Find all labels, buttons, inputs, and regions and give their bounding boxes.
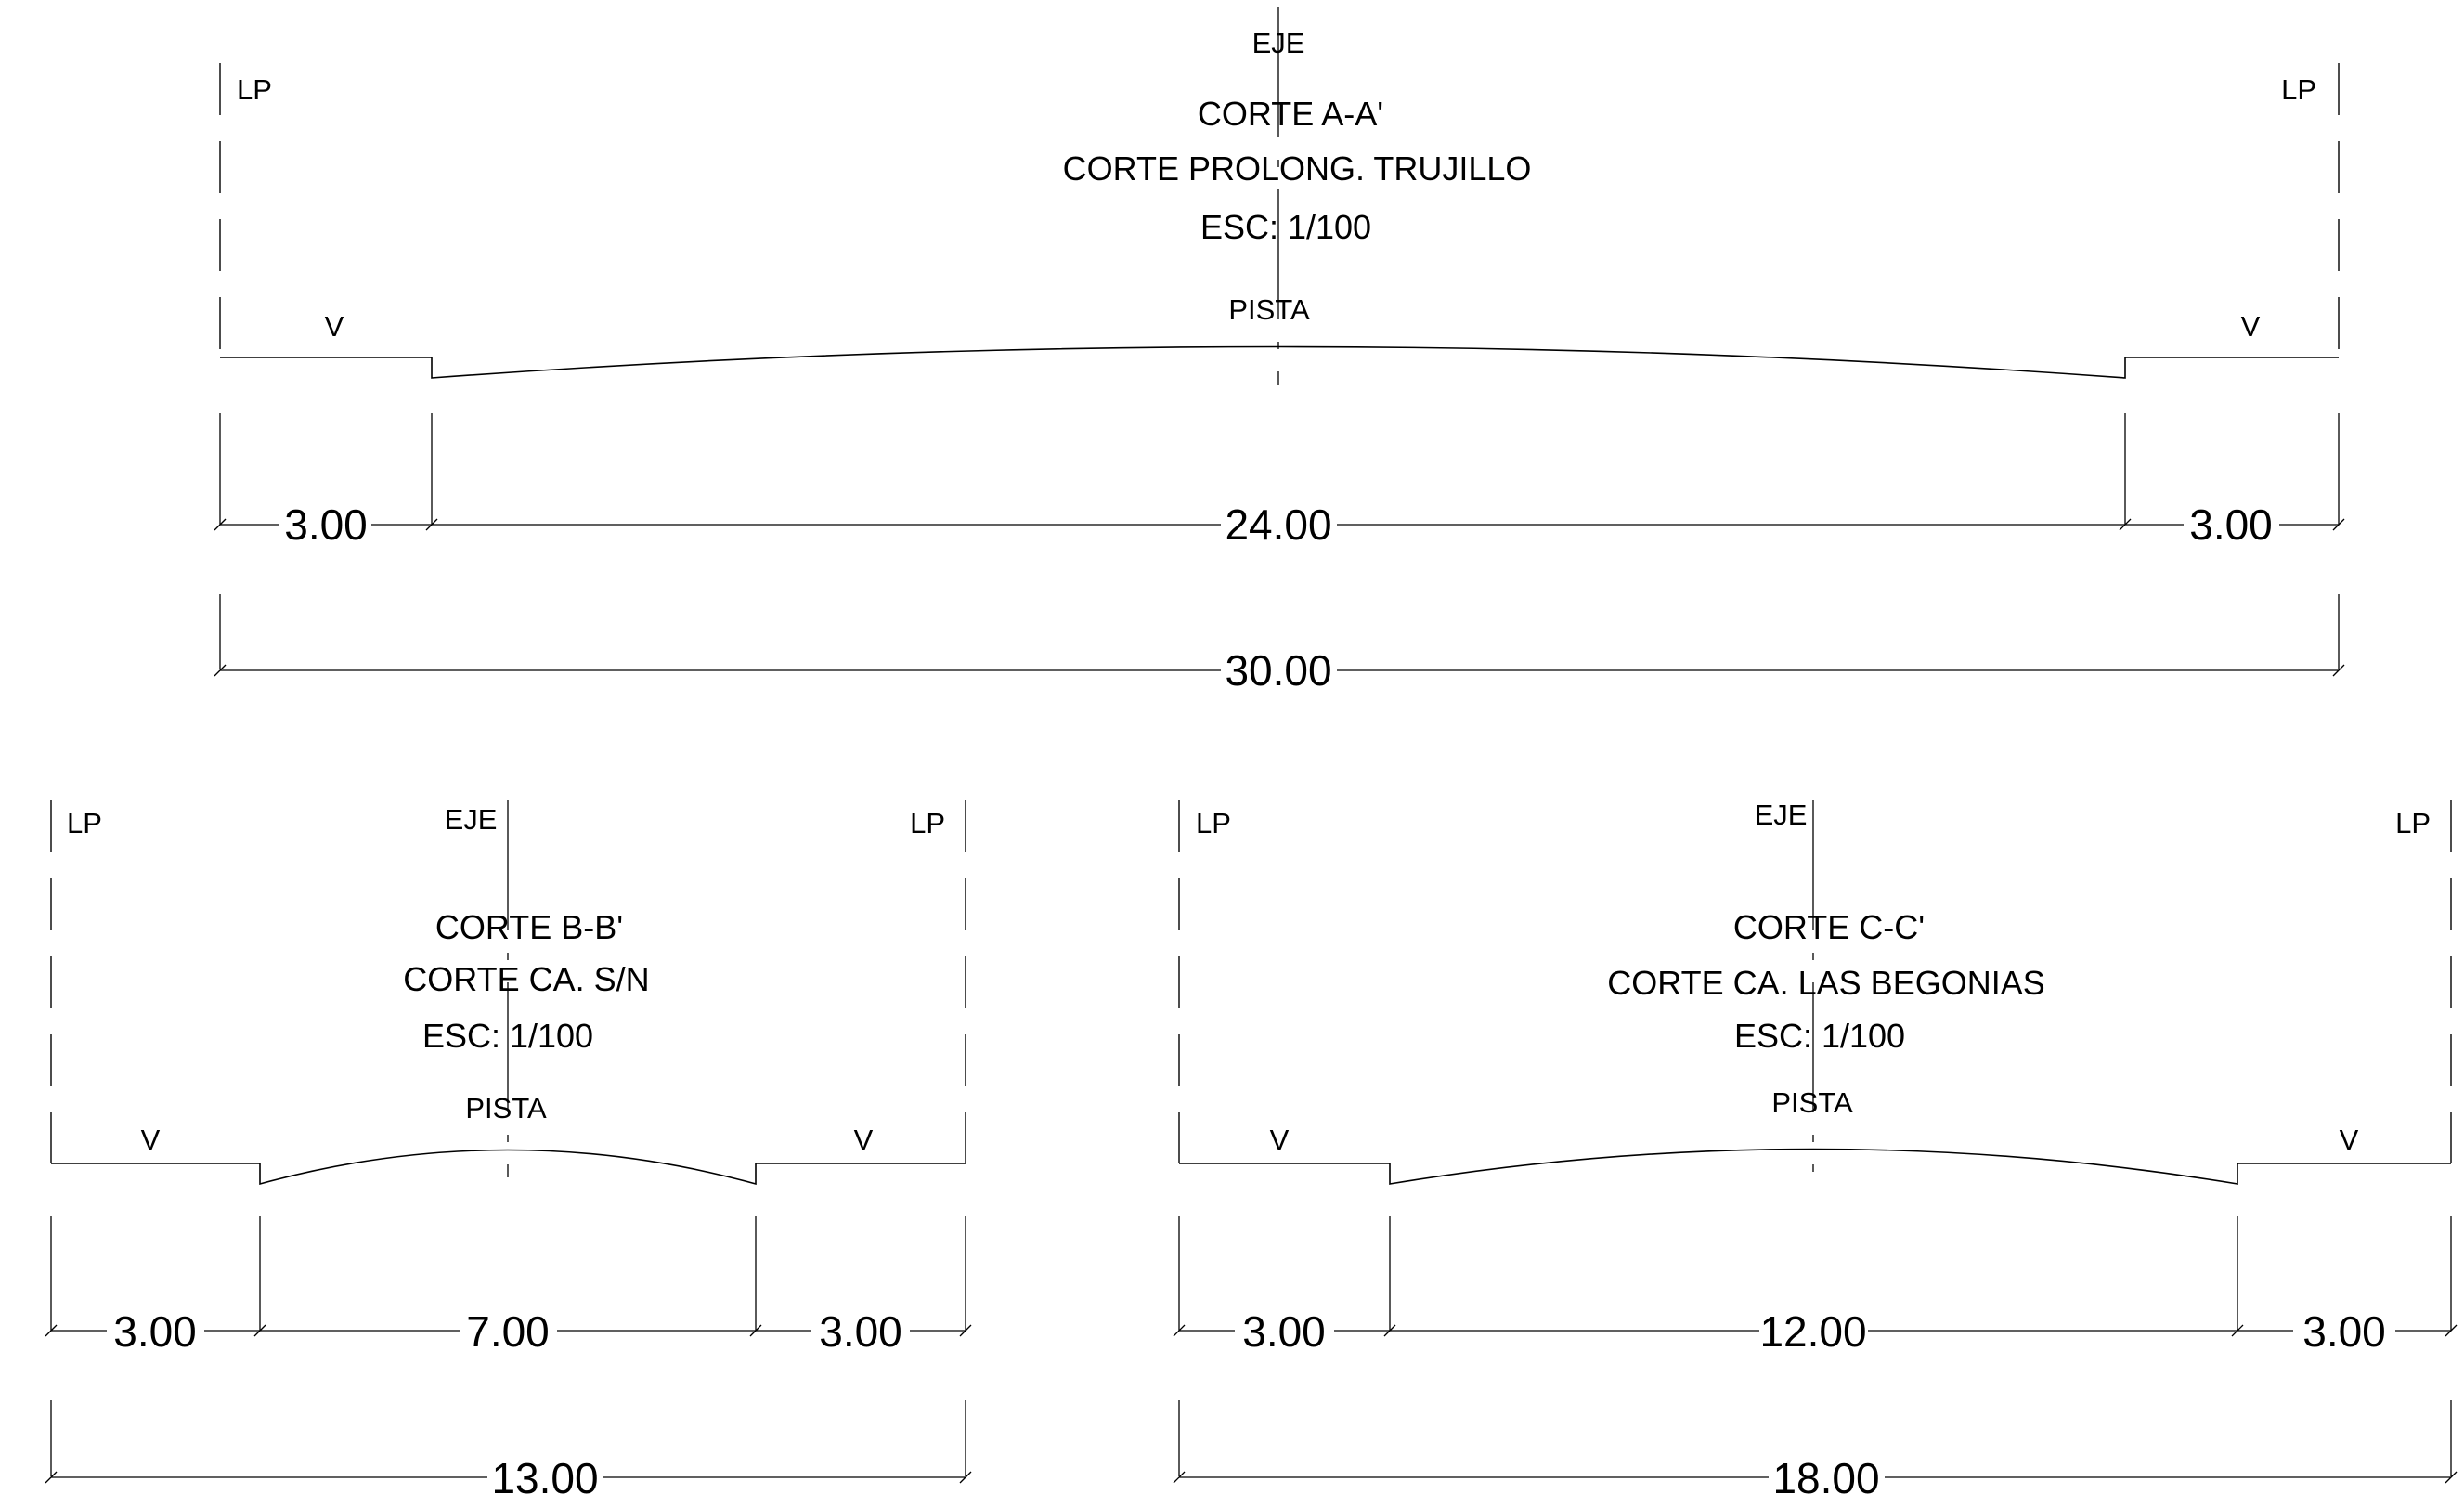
dimension-total-label: 30.00 — [1225, 646, 1331, 695]
dimension-label: 7.00 — [466, 1307, 550, 1356]
sidewalk-label-right: V — [854, 1124, 874, 1156]
section-a: EJE LP LP CORTE A-A' CORTE PROLONG. TRUJ… — [214, 7, 2345, 695]
sidewalk-label-left: V — [1270, 1124, 1290, 1156]
property-line-label-left: LP — [1196, 807, 1231, 839]
sidewalk-label-left: V — [325, 310, 344, 343]
dimension-total-label: 18.00 — [1772, 1454, 1879, 1502]
dimension-total-label: 13.00 — [491, 1454, 598, 1502]
property-line-label-right: LP — [910, 807, 945, 839]
axis-label: EJE — [1755, 799, 1808, 831]
section-scale: ESC: 1/100 — [1734, 1017, 1905, 1055]
dimension-label: 12.00 — [1759, 1307, 1866, 1356]
dimension-label: 24.00 — [1225, 500, 1331, 549]
section-subtitle: CORTE CA. S/N — [403, 960, 649, 998]
sidewalk-label-left: V — [141, 1124, 161, 1156]
dimension-ticks — [214, 518, 2345, 677]
section-title: CORTE C-C' — [1733, 908, 1925, 946]
property-line-label-right: LP — [2395, 807, 2431, 839]
dimension-label: 3.00 — [284, 500, 368, 549]
dimension-label: 3.00 — [819, 1307, 902, 1356]
section-subtitle: CORTE CA. LAS BEGONIAS — [1607, 964, 2044, 1002]
road-label: PISTA — [465, 1092, 547, 1124]
section-c: EJE LP LP CORTE C-C' CORTE CA. LAS BEGON… — [1173, 799, 2458, 1502]
dimension-label: 3.00 — [2302, 1307, 2386, 1356]
dimension-ticks — [45, 1324, 972, 1484]
axis-label: EJE — [445, 803, 498, 836]
section-title: CORTE B-B' — [435, 908, 623, 946]
road-profile — [220, 345, 2339, 379]
dimension-ticks — [1173, 1324, 2458, 1484]
road-label: PISTA — [1228, 293, 1310, 326]
section-scale: ESC: 1/100 — [1200, 208, 1371, 246]
dimension-label: 3.00 — [113, 1307, 197, 1356]
property-line-label-right: LP — [2281, 73, 2316, 106]
sidewalk-label-right: V — [2340, 1124, 2359, 1156]
section-subtitle: CORTE PROLONG. TRUJILLO — [1063, 149, 1532, 188]
road-profile — [1179, 1148, 2451, 1185]
section-scale: ESC: 1/100 — [422, 1017, 593, 1055]
sidewalk-label-right: V — [2241, 310, 2261, 343]
section-title: CORTE A-A' — [1198, 95, 1383, 133]
property-line-label-left: LP — [237, 73, 272, 106]
dimension-label: 3.00 — [2189, 500, 2273, 549]
axis-label: EJE — [1252, 27, 1305, 59]
road-profile — [51, 1149, 966, 1186]
road-label: PISTA — [1771, 1086, 1853, 1119]
section-b: EJE LP LP CORTE B-B' CORTE CA. S/N ESC: … — [45, 800, 972, 1502]
property-line-label-left: LP — [67, 807, 102, 839]
dimension-label: 3.00 — [1242, 1307, 1326, 1356]
